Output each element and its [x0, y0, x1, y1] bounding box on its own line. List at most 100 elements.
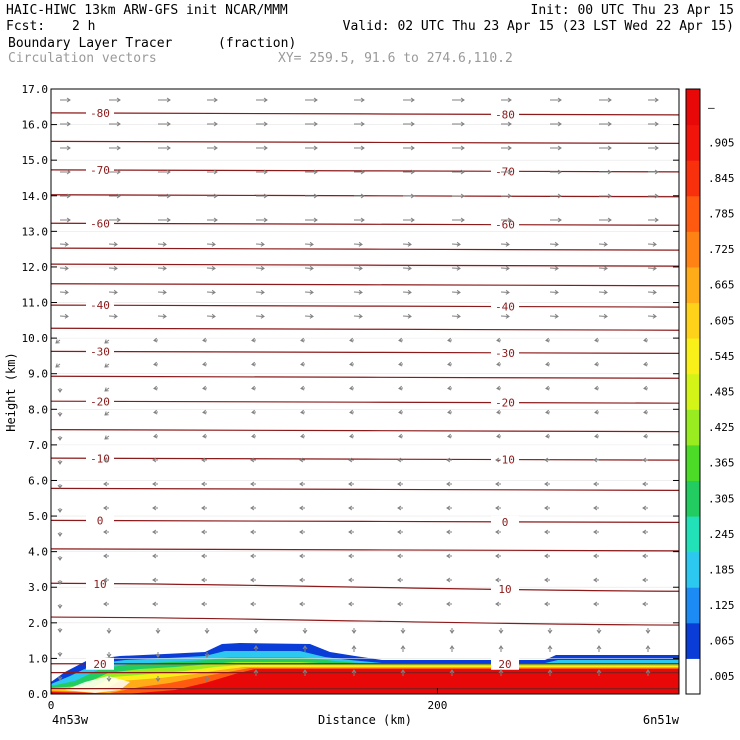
circulation-vector-head [554, 265, 559, 271]
circulation-vector-head [57, 532, 63, 537]
circulation-vector-head [104, 435, 109, 440]
circulation-vector-head [642, 601, 647, 607]
circulation-vector-head [643, 433, 648, 439]
circulation-vector-head [204, 677, 210, 682]
circulation-vector-head [593, 505, 598, 511]
circulation-vector [598, 267, 608, 269]
circulation-vector-head [507, 121, 512, 127]
colorbar-label: .485 [708, 386, 735, 399]
circulation-vector-head [400, 669, 406, 674]
circulation-vector-head [351, 669, 357, 674]
circulation-vector-head [593, 529, 598, 535]
circulation-vector-head [643, 385, 648, 391]
colorbar-label: .245 [708, 528, 735, 541]
isotherm-line [50, 140, 680, 144]
circulation-vector-head [495, 601, 500, 607]
circulation-vector-head [106, 653, 112, 658]
colorbar-label: .005 [708, 670, 735, 683]
circulation-vector-head [358, 265, 363, 271]
circulation-vector-head [495, 457, 500, 463]
circulation-vector [451, 291, 461, 293]
circulation-vector-head [300, 385, 305, 391]
circulation-vector-head [654, 121, 659, 127]
circulation-vector-head [449, 629, 455, 634]
circulation-vector [108, 291, 118, 293]
isotherm-line [50, 582, 680, 592]
isotherm-label: -40 [90, 299, 110, 312]
isotherm-label: -20 [495, 397, 515, 410]
y-tick-label: 10.0 [22, 332, 49, 345]
circulation-vector-head [348, 529, 353, 535]
circulation-vector-head [446, 577, 451, 583]
circulation-vector-head [544, 529, 549, 535]
circulation-vector-head [202, 337, 207, 343]
circulation-vector-head [652, 241, 657, 247]
circulation-vector-head [57, 556, 63, 561]
circulation-vector-head [251, 385, 256, 391]
circulation-vector-head [449, 645, 455, 650]
circulation-vector-head [446, 529, 451, 535]
isotherm-label: -30 [495, 347, 515, 360]
circulation-vector [353, 291, 363, 293]
isotherm-line [50, 263, 680, 267]
circulation-vector-head [211, 241, 216, 247]
y-tick-label: 2.0 [28, 617, 48, 630]
isotherm-label-bg [491, 300, 519, 313]
circulation-vector-head [446, 505, 451, 511]
circulation-vector-head [643, 337, 648, 343]
circulation-vector-head [153, 433, 158, 439]
circulation-vector-head [603, 265, 608, 271]
circulation-vector-head [250, 553, 255, 559]
circulation-vector-head [116, 217, 121, 223]
circulation-vector-head [213, 145, 218, 151]
isotherm-label-bg [86, 217, 114, 230]
circulation-vector-head [603, 289, 608, 295]
circulation-vector-head [201, 505, 206, 511]
circulation-vector-head [557, 169, 562, 175]
circulation-vector-head [351, 645, 357, 650]
circulation-vector-head [103, 601, 108, 607]
circulation-vector-head [593, 601, 598, 607]
circulation-vector-head [603, 241, 608, 247]
circulation-vector-head [64, 313, 69, 319]
circulation-vector-head [201, 577, 206, 583]
circulation-vector-head [250, 601, 255, 607]
isotherm-line [50, 194, 680, 198]
circulation-vector [451, 243, 461, 245]
circulation-vector-head [410, 217, 415, 223]
circulation-vector-head [495, 505, 500, 511]
circulation-vector-head [57, 436, 63, 441]
circulation-vector-head [162, 265, 167, 271]
circulation-vector-head [104, 387, 109, 392]
circulation-vector-head [642, 505, 647, 511]
circulation-vector-head [654, 217, 659, 223]
circulation-vector-head [113, 289, 118, 295]
colorbar-swatch [686, 444, 700, 481]
circulation-vector-head [642, 457, 647, 463]
circulation-vector [353, 243, 363, 245]
circulation-vector [500, 291, 510, 293]
circulation-vector-head [545, 337, 550, 343]
circulation-vector [500, 267, 510, 269]
circulation-vector-head [460, 121, 465, 127]
circulation-vector-head [496, 385, 501, 391]
circulation-vector-head [103, 457, 108, 463]
x-axis-label: Distance (km) [318, 713, 412, 727]
circulation-vector-head [299, 577, 304, 583]
circulation-vector-head [263, 121, 268, 127]
circulation-vector-head [348, 601, 353, 607]
circulation-vector-head [410, 193, 415, 199]
colorbar-label: .185 [708, 563, 735, 576]
circulation-vector-head [348, 577, 353, 583]
circulation-vector-head [642, 529, 647, 535]
circulation-vector-head [654, 145, 659, 151]
circulation-vector-head [554, 313, 559, 319]
circulation-vector-head [642, 553, 647, 559]
circulation-vector-head [251, 409, 256, 415]
circulation-vector-head [166, 145, 171, 151]
circulation-vector-head [351, 629, 357, 634]
header-fcst-label: Fcst: [6, 19, 45, 34]
y-tick-label: 8.0 [28, 403, 48, 416]
circulation-vector-head [201, 553, 206, 559]
circulation-vector-head [153, 337, 158, 343]
